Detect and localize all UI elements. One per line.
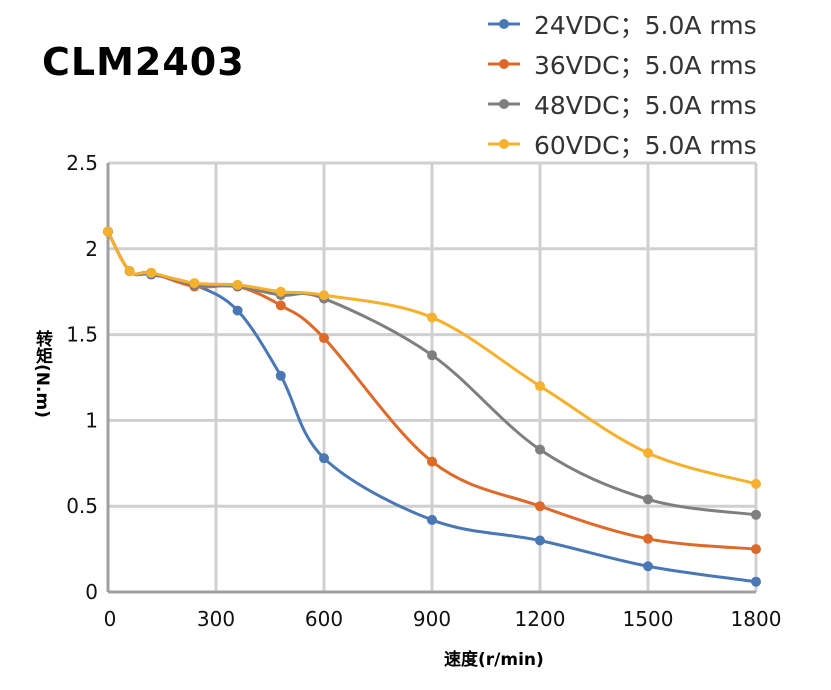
data-point (232, 279, 243, 290)
y-tick-label: 1.5 (66, 323, 98, 347)
y-tick-label: 2.5 (66, 151, 98, 175)
x-tick-label: 300 (197, 607, 235, 631)
data-point (427, 312, 437, 323)
y-axis-label: 转矩(N.m) (32, 330, 52, 418)
legend-item: 24VDC；5.0A rms (488, 4, 757, 44)
x-tick-label: 1500 (623, 607, 674, 631)
data-point (232, 305, 243, 316)
data-point (319, 290, 329, 301)
y-tick-label: 0 (85, 580, 98, 604)
legend-marker-icon (488, 59, 520, 69)
data-point (643, 448, 653, 459)
data-point (427, 514, 437, 525)
legend-item: 60VDC；5.0A rms (488, 124, 757, 164)
data-point (275, 300, 286, 311)
data-point (189, 278, 200, 289)
data-point (643, 494, 653, 505)
x-tick-label: 1200 (515, 607, 566, 631)
y-tick-label: 0.5 (66, 494, 98, 518)
data-point (535, 381, 545, 392)
data-point (535, 501, 545, 512)
y-tick-label: 2 (85, 237, 98, 261)
legend: 24VDC；5.0A rms 36VDC；5.0A rms 48VDC；5.0A r… (488, 4, 757, 164)
data-point (124, 266, 135, 277)
legend-label: 60VDC；5.0A rms (534, 131, 757, 160)
data-point (643, 533, 653, 544)
x-tick-label: 600 (305, 607, 343, 631)
legend-marker-icon (488, 139, 520, 149)
legend-item: 48VDC；5.0A rms (488, 84, 757, 124)
chart-title: CLM2403 (42, 40, 245, 84)
data-point (535, 535, 545, 546)
data-point (751, 544, 761, 555)
x-tick-label: 1800 (731, 607, 782, 631)
data-point (146, 267, 157, 278)
data-point (427, 456, 437, 467)
data-point (751, 509, 761, 520)
legend-label: 36VDC；5.0A rms (534, 51, 757, 80)
data-point (643, 561, 653, 572)
data-point (319, 453, 329, 464)
data-point (319, 333, 329, 344)
data-point (275, 370, 286, 381)
y-tick-label: 1 (85, 408, 98, 432)
data-point (427, 350, 437, 361)
legend-item: 36VDC；5.0A rms (488, 44, 757, 84)
x-tick-label: 0 (104, 607, 117, 631)
legend-marker-icon (488, 19, 520, 29)
data-point (751, 478, 761, 489)
x-axis-label: 速度(r/min) (444, 650, 544, 670)
x-tick-label: 900 (413, 607, 451, 631)
legend-label: 48VDC；5.0A rms (534, 91, 757, 120)
legend-marker-icon (488, 99, 520, 109)
data-point (275, 286, 286, 297)
series-3 (103, 226, 761, 489)
legend-label: 24VDC；5.0A rms (534, 11, 757, 40)
data-point (103, 226, 113, 237)
data-point (535, 444, 545, 455)
data-point (751, 576, 761, 587)
